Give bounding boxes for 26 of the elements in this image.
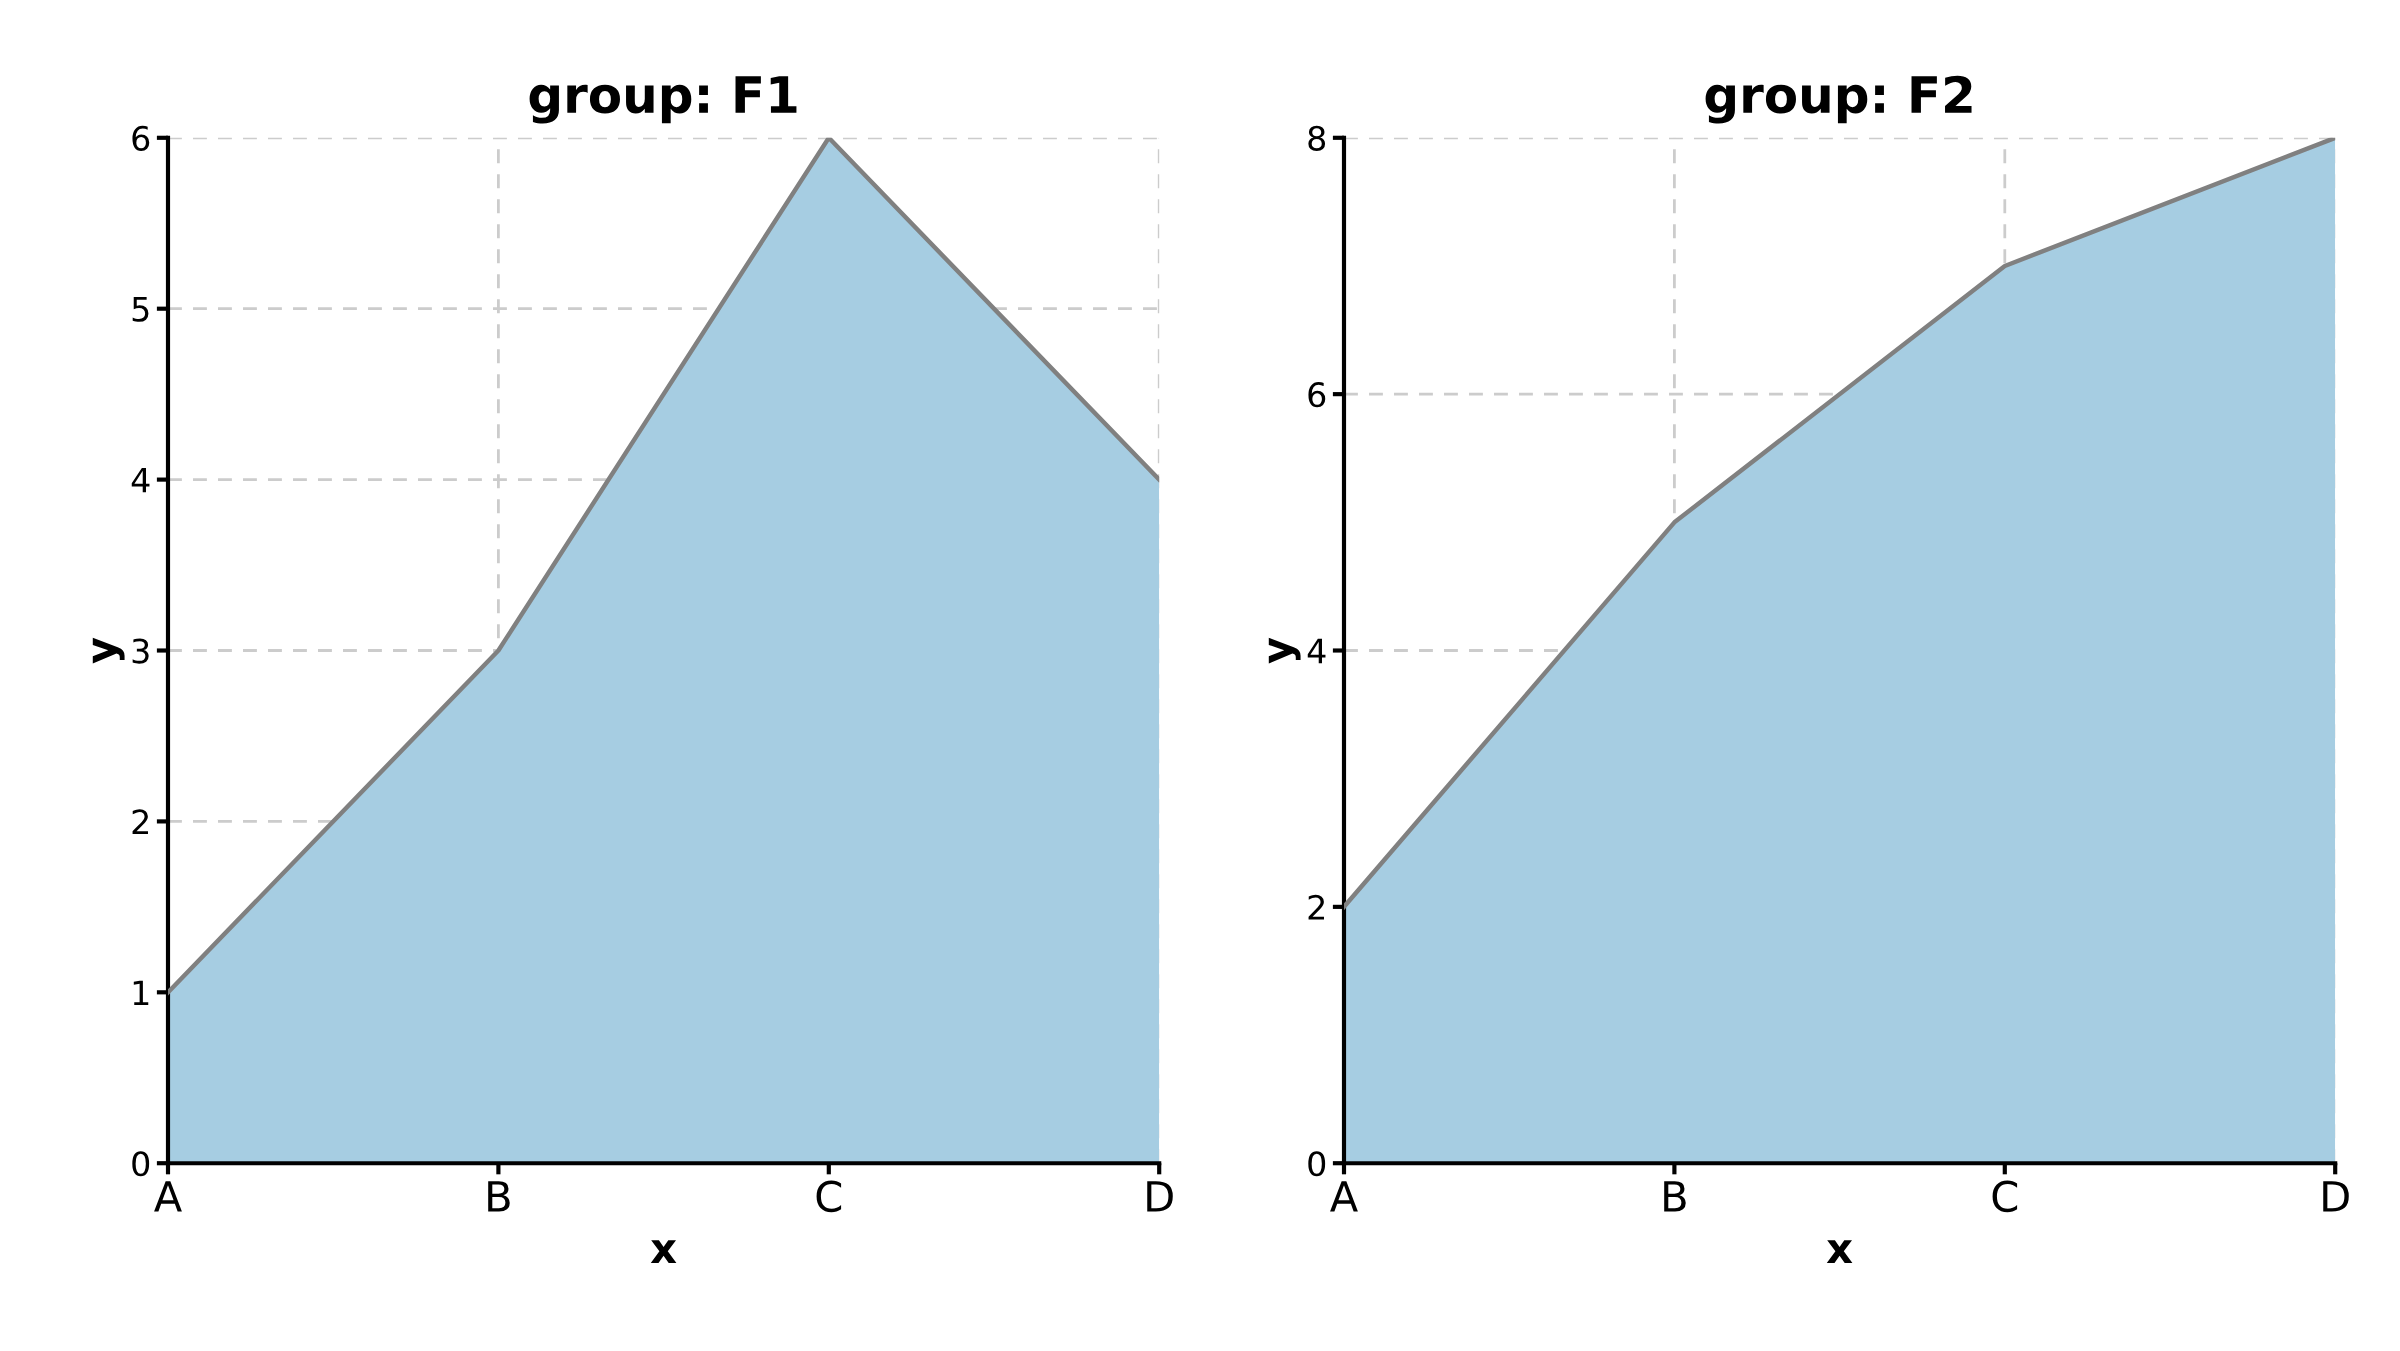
x-tick-label: B: [1664, 1181, 1686, 1212]
y-tick-label: 4: [1307, 638, 1326, 664]
y-tick-label: 0: [132, 1151, 150, 1177]
x-tick-label: D: [2323, 1181, 2349, 1212]
y-tick-label: 4: [131, 467, 150, 493]
x-axis-title: x: [1826, 1240, 1853, 1263]
x-tick-label: C: [1992, 1180, 2018, 1213]
chart-title: group: F1: [529, 76, 797, 124]
y-tick-label: 0: [1308, 1151, 1326, 1177]
y-axis-title: y: [92, 637, 125, 664]
y-axis-title: y: [1268, 637, 1301, 664]
x-tick-label: C: [816, 1180, 842, 1213]
y-tick-label: 2: [1308, 894, 1324, 920]
y-tick-label: 3: [132, 638, 149, 664]
y-tick-label: 2: [132, 809, 148, 835]
x-tick-label: A: [1330, 1181, 1358, 1212]
y-tick-label: 6: [132, 125, 150, 151]
x-axis-title: x: [650, 1240, 677, 1263]
x-tick-label: B: [488, 1181, 510, 1212]
x-tick-label: A: [154, 1181, 182, 1212]
y-tick-label: 1: [133, 980, 149, 1005]
chart-title: group: F2: [1705, 75, 1972, 124]
y-tick-label: 5: [132, 297, 149, 322]
y-tick-label: 6: [1308, 382, 1326, 408]
x-tick-label: D: [1147, 1181, 1173, 1212]
y-tick-label: 8: [1308, 125, 1326, 151]
